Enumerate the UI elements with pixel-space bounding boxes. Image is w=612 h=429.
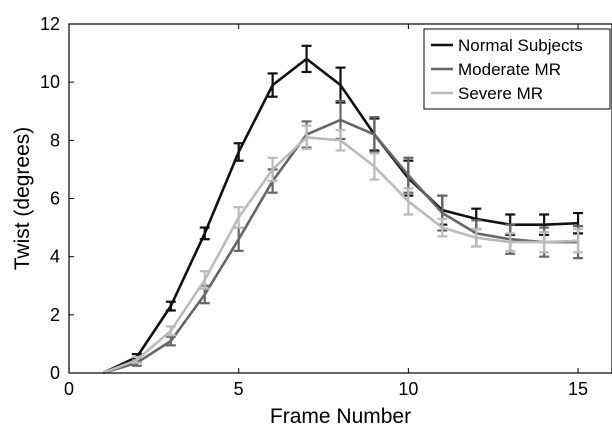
error-bar (199, 270, 210, 290)
error-bar (369, 152, 380, 181)
error-bar (471, 227, 482, 248)
legend-label: Normal Subjects (458, 36, 583, 55)
y-tick-label: 2 (50, 305, 60, 325)
ticks-layer: 0 5 10 15 0 2 4 6 8 10 12 (40, 14, 588, 399)
error-bar (539, 230, 550, 254)
y-axis-title: Twist (degrees) (11, 127, 34, 271)
error-bar (267, 72, 278, 98)
error-bar (233, 142, 244, 162)
error-bar (369, 115, 380, 154)
error-bar (301, 124, 312, 151)
series-2 (102, 124, 584, 375)
legend: Normal Subjects Moderate MR Severe MR (423, 28, 611, 110)
y-tick-label: 12 (40, 14, 60, 34)
legend-label: Moderate MR (458, 60, 561, 79)
y-tick-label: 0 (50, 363, 60, 383)
x-axis-title: Frame Number (270, 405, 411, 428)
series-layer (102, 44, 584, 375)
y-tick-label: 4 (50, 247, 60, 267)
y-tick-label: 10 (40, 72, 60, 92)
error-bar (131, 355, 142, 364)
x-tick-label: 15 (568, 379, 588, 399)
error-bar (403, 187, 414, 216)
error-bar (573, 227, 584, 254)
x-tick-label: 0 (64, 379, 74, 399)
y-tick-label: 8 (50, 130, 60, 150)
error-bar (165, 335, 176, 347)
error-bar (165, 300, 176, 312)
error-bar (233, 206, 244, 229)
legend-label: Severe MR (458, 84, 543, 103)
error-bar (267, 156, 278, 183)
error-bar (437, 217, 448, 238)
x-tick-label: 5 (234, 379, 244, 399)
legend-box (423, 28, 611, 110)
error-bar (505, 232, 516, 252)
x-tick-label: 10 (398, 379, 418, 399)
y-tick-label: 6 (50, 189, 60, 209)
error-bar (165, 325, 176, 337)
error-bar (301, 44, 312, 74)
error-bar (335, 129, 346, 152)
error-bar (199, 226, 210, 241)
